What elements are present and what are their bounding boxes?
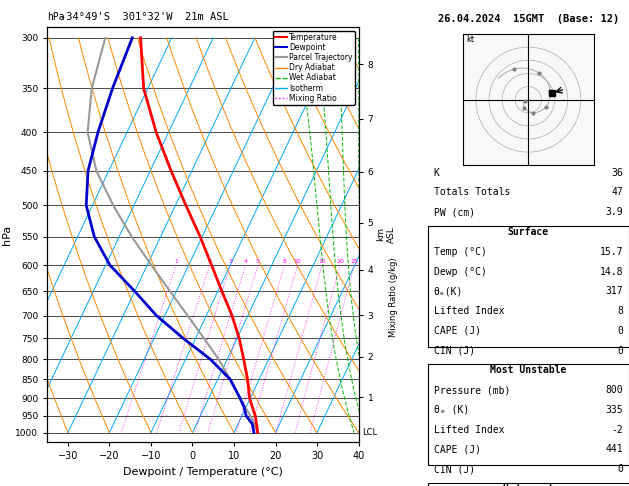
Text: 0: 0 (617, 464, 623, 474)
Text: Surface: Surface (508, 227, 549, 237)
Text: kt: kt (467, 35, 475, 44)
Text: 15.7: 15.7 (599, 247, 623, 257)
Bar (428, 226, 629, 347)
Text: 4: 4 (244, 259, 248, 264)
Text: hPa: hPa (47, 12, 65, 22)
Y-axis label: km
ASL: km ASL (376, 226, 396, 243)
Text: 36: 36 (611, 168, 623, 178)
Bar (428, 483, 629, 486)
X-axis label: Dewpoint / Temperature (°C): Dewpoint / Temperature (°C) (123, 467, 283, 477)
Text: 0: 0 (617, 326, 623, 336)
Text: 8: 8 (282, 259, 286, 264)
Text: 47: 47 (611, 188, 623, 197)
Text: LCL: LCL (362, 428, 377, 437)
Text: 441: 441 (605, 445, 623, 454)
Text: 317: 317 (605, 286, 623, 296)
Text: θₑ(K): θₑ(K) (434, 286, 463, 296)
Bar (428, 364, 629, 465)
Text: 2: 2 (208, 259, 211, 264)
Text: 10: 10 (294, 259, 301, 264)
Text: PW (cm): PW (cm) (434, 207, 475, 217)
Text: K: K (434, 168, 440, 178)
Text: 800: 800 (605, 385, 623, 395)
Y-axis label: hPa: hPa (3, 225, 13, 244)
Text: 3: 3 (228, 259, 233, 264)
Text: 3.9: 3.9 (605, 207, 623, 217)
Legend: Temperature, Dewpoint, Parcel Trajectory, Dry Adiabat, Wet Adiabat, Isotherm, Mi: Temperature, Dewpoint, Parcel Trajectory… (273, 31, 355, 105)
Text: CAPE (J): CAPE (J) (434, 445, 481, 454)
Text: 5: 5 (256, 259, 260, 264)
Text: Pressure (mb): Pressure (mb) (434, 385, 510, 395)
Text: CIN (J): CIN (J) (434, 346, 475, 356)
Text: 335: 335 (605, 405, 623, 415)
Text: 1: 1 (174, 259, 178, 264)
Text: 14.8: 14.8 (599, 266, 623, 277)
Text: Mixing Ratio (g/kg): Mixing Ratio (g/kg) (389, 257, 398, 337)
Text: 0: 0 (617, 346, 623, 356)
Text: Lifted Index: Lifted Index (434, 306, 504, 316)
Text: Temp (°C): Temp (°C) (434, 247, 487, 257)
Text: Lifted Index: Lifted Index (434, 425, 504, 434)
Text: 8: 8 (617, 306, 623, 316)
Text: 25: 25 (350, 259, 358, 264)
Text: 26.04.2024  15GMT  (Base: 12): 26.04.2024 15GMT (Base: 12) (438, 14, 619, 24)
Text: CAPE (J): CAPE (J) (434, 326, 481, 336)
Text: 15: 15 (318, 259, 326, 264)
Text: 20: 20 (336, 259, 344, 264)
Text: Totals Totals: Totals Totals (434, 188, 510, 197)
Text: -2: -2 (611, 425, 623, 434)
Text: Most Unstable: Most Unstable (490, 365, 567, 375)
Text: -34°49'S  301°32'W  21m ASL: -34°49'S 301°32'W 21m ASL (60, 12, 228, 22)
Text: θₑ (K): θₑ (K) (434, 405, 469, 415)
Text: CIN (J): CIN (J) (434, 464, 475, 474)
Text: Hodograph: Hodograph (502, 484, 555, 486)
Text: Dewp (°C): Dewp (°C) (434, 266, 487, 277)
